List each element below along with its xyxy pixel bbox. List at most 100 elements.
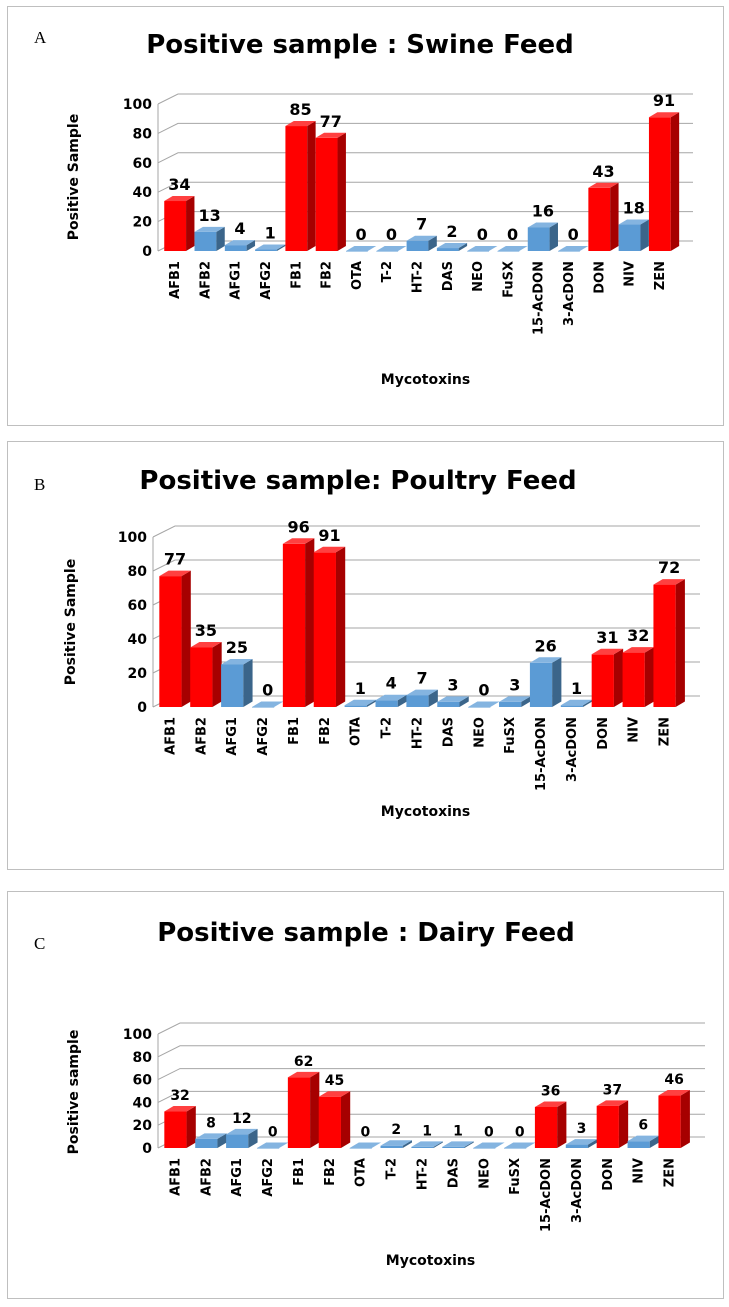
data-label: 3 bbox=[509, 675, 520, 694]
x-tick-label: OTA bbox=[354, 1158, 369, 1187]
data-label: 1 bbox=[355, 679, 366, 698]
data-label: 72 bbox=[658, 558, 680, 577]
data-label: 0 bbox=[568, 225, 579, 244]
x-tick-label: DON bbox=[601, 1158, 616, 1191]
chart-panel-c: C Positive sample : Dairy Feed 0 20 40 60 80… bbox=[7, 891, 724, 1299]
y-tick-label: 80 bbox=[128, 564, 148, 580]
y-tick-label: 0 bbox=[142, 1141, 152, 1157]
bar-ota bbox=[349, 1142, 382, 1149]
data-label: 91 bbox=[318, 526, 340, 545]
bar-zen bbox=[653, 579, 685, 707]
gridline bbox=[152, 525, 700, 538]
x-tick-label: NEO bbox=[477, 1158, 492, 1189]
data-label: 0 bbox=[268, 1125, 278, 1141]
gridline bbox=[157, 1045, 705, 1058]
y-tick-label: 60 bbox=[133, 1073, 153, 1089]
data-label: 16 bbox=[532, 201, 554, 220]
y-tick-label: 20 bbox=[128, 666, 148, 682]
x-tick-label: AFG1 bbox=[229, 261, 244, 300]
data-label: 1 bbox=[265, 224, 276, 243]
x-tick-label: DAS bbox=[441, 717, 456, 747]
data-label: 91 bbox=[653, 91, 675, 110]
bar-fusx bbox=[504, 1142, 536, 1149]
x-tick-label: DON bbox=[596, 717, 611, 750]
bar-neo bbox=[467, 246, 498, 252]
data-label: 0 bbox=[515, 1125, 525, 1141]
panel-letter-c: C bbox=[34, 934, 45, 953]
x-tick-label: ZEN bbox=[658, 717, 673, 746]
x-tick-label: 15-AcDON bbox=[534, 717, 549, 791]
bar-15-acdon bbox=[534, 1101, 567, 1148]
x-tick-label: AFG1 bbox=[225, 717, 240, 756]
data-label: 45 bbox=[325, 1073, 344, 1089]
y-tick-label: 40 bbox=[133, 1095, 153, 1111]
bar-afg1 bbox=[221, 659, 253, 707]
bar-afg1 bbox=[226, 1128, 258, 1148]
y-tick-label: 0 bbox=[137, 700, 147, 716]
bar-15-acdon bbox=[529, 657, 562, 707]
data-label: 0 bbox=[477, 225, 488, 244]
x-tick-label: 15-AcDON bbox=[532, 261, 547, 335]
x-tick-label: FB1 bbox=[287, 717, 302, 745]
gridline bbox=[152, 593, 700, 606]
y-tick-label: 60 bbox=[133, 156, 153, 172]
chart-a-y-ticks: 0 20 40 60 80 100 bbox=[123, 97, 152, 260]
x-tick-label: HT-2 bbox=[411, 717, 426, 749]
gridline bbox=[152, 559, 700, 572]
x-tick-label: NEO bbox=[471, 261, 486, 292]
data-label: 37 bbox=[603, 1082, 622, 1098]
y-tick-label: 0 bbox=[142, 244, 152, 260]
y-tick-label: 60 bbox=[128, 598, 148, 614]
y-tick-label: 40 bbox=[133, 185, 153, 201]
x-tick-label: AFB2 bbox=[198, 261, 213, 299]
data-label: 1 bbox=[571, 679, 582, 698]
chart-c-data-labels: 32 8 12 0 62 45 0 2 1 1 0 0 36 3 37 6 46 bbox=[170, 1054, 684, 1141]
chart-panel-a: A Positive sample : Swine Feed 0 20 40 60 80… bbox=[7, 6, 724, 426]
data-label: 7 bbox=[417, 669, 428, 688]
x-tick-label: NIV bbox=[632, 1158, 647, 1184]
chart-a-bars bbox=[164, 112, 680, 252]
x-tick-label: FB2 bbox=[320, 261, 335, 289]
x-tick-label: AFB2 bbox=[194, 717, 209, 755]
gridline bbox=[157, 122, 693, 134]
chart-b-y-axis-label: Positive Sample bbox=[63, 559, 79, 685]
data-label: 0 bbox=[360, 1125, 370, 1141]
bar-afg1 bbox=[224, 240, 256, 251]
data-label: 77 bbox=[164, 550, 186, 569]
data-label: 43 bbox=[592, 162, 614, 181]
data-label: 25 bbox=[226, 638, 248, 657]
y-tick-label: 80 bbox=[133, 1050, 153, 1066]
data-label: 96 bbox=[287, 517, 309, 536]
bar-afg2 bbox=[256, 1142, 289, 1149]
bar-afb2 bbox=[195, 1133, 227, 1148]
bar-don bbox=[588, 182, 619, 251]
bar-ota bbox=[344, 699, 377, 707]
bar-neo bbox=[468, 701, 500, 708]
x-tick-label: AFG2 bbox=[261, 1158, 276, 1197]
y-tick-label: 40 bbox=[128, 632, 148, 648]
gridline bbox=[157, 181, 693, 193]
x-tick-label: 3-AcDON bbox=[562, 261, 577, 326]
x-tick-label: AFB1 bbox=[163, 717, 178, 755]
bar-ht-2 bbox=[411, 1141, 443, 1148]
x-tick-label: T-2 bbox=[380, 717, 395, 738]
y-tick-label: 100 bbox=[118, 530, 147, 546]
bar-fb1 bbox=[287, 1071, 320, 1148]
data-label: 3 bbox=[577, 1121, 587, 1137]
data-label: 12 bbox=[232, 1111, 251, 1127]
chart-c-x-ticks: AFB1 AFB2 AFG1 AFG2 FB1 FB2 OTA T-2 HT-2 DAS NEO Fu… bbox=[168, 1158, 677, 1232]
bar-fb2 bbox=[315, 132, 346, 251]
data-label: 0 bbox=[478, 681, 489, 700]
x-tick-label: AFB1 bbox=[168, 1158, 183, 1196]
chart-a-y-axis-label: Positive Sample bbox=[66, 114, 82, 240]
bar-afb1 bbox=[164, 1106, 196, 1148]
x-tick-label: FuSX bbox=[501, 261, 516, 298]
bar-afb1 bbox=[164, 196, 195, 251]
x-tick-label: ZEN bbox=[653, 261, 668, 290]
bar-fb2 bbox=[318, 1091, 351, 1148]
bar-3-acdon bbox=[558, 246, 589, 252]
chart-c-y-ticks: 0 20 40 60 80 100 bbox=[123, 1027, 152, 1157]
x-tick-label: HT-2 bbox=[411, 261, 426, 293]
